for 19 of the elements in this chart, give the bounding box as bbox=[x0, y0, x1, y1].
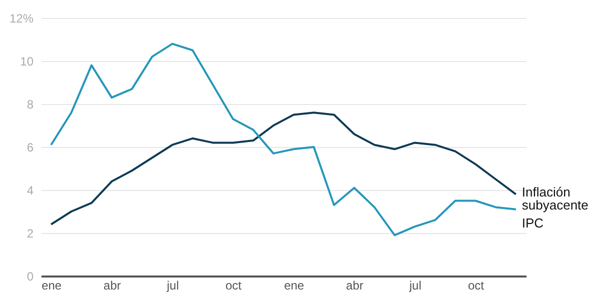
x-tick-label: abr bbox=[346, 278, 364, 292]
y-tick-label: 6 bbox=[26, 140, 34, 154]
series-label: IPC bbox=[522, 215, 544, 230]
y-tick-label: 12% bbox=[9, 12, 34, 26]
y-tick-label: 8 bbox=[26, 98, 34, 112]
x-tick-label: ene bbox=[284, 278, 304, 292]
y-tick-label: 10 bbox=[20, 54, 34, 68]
line-series bbox=[50, 42, 517, 236]
y-tick-label: 0 bbox=[26, 270, 34, 284]
x-tick-label: abr bbox=[104, 278, 121, 292]
series-label: Inflación subyacente bbox=[522, 184, 588, 212]
x-tick-label: jul bbox=[166, 278, 179, 292]
x-tick-label: oct bbox=[225, 278, 242, 292]
y-tick-label: 2 bbox=[26, 226, 34, 240]
x-tick-label: oct bbox=[468, 278, 485, 292]
x-tick-label: ene bbox=[42, 278, 62, 292]
line-series bbox=[50, 112, 517, 226]
y-tick-label: 4 bbox=[26, 184, 34, 198]
x-tick-label: jul bbox=[408, 278, 422, 292]
